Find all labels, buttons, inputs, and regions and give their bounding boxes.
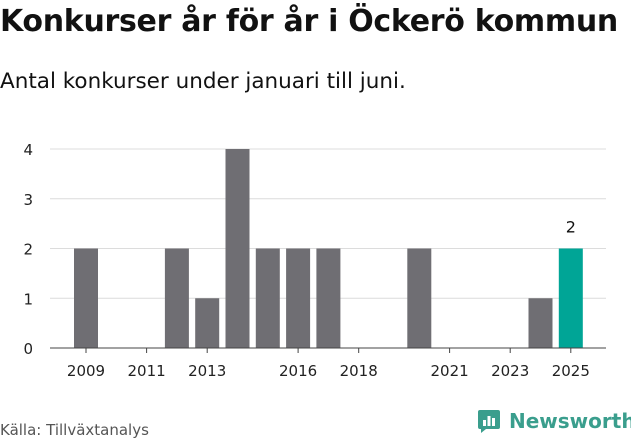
x-tick-label: 2025 bbox=[552, 362, 590, 380]
bar-2009 bbox=[74, 248, 98, 348]
bar-2012 bbox=[164, 248, 189, 348]
bar-2013 bbox=[195, 298, 220, 348]
chart-title: Konkurser år för år i Öckerö kommun bbox=[0, 4, 618, 39]
y-tick-label: 2 bbox=[23, 241, 33, 259]
x-tick-label: 2021 bbox=[431, 362, 469, 380]
bar-2025 bbox=[558, 248, 583, 348]
x-tick-label: 2009 bbox=[67, 362, 105, 380]
brand-name: Newsworthy bbox=[509, 409, 631, 433]
x-tick-label: 2018 bbox=[340, 362, 378, 380]
bar-2016 bbox=[286, 248, 311, 348]
bar-2020 bbox=[407, 248, 432, 348]
x-tick-label: 2011 bbox=[128, 362, 166, 380]
newsworthy-brand: Newsworthy bbox=[476, 408, 631, 434]
y-tick-label: 0 bbox=[23, 340, 33, 358]
x-tick-label: 2023 bbox=[491, 362, 529, 380]
bar-2015 bbox=[255, 248, 280, 348]
bar-2017 bbox=[316, 248, 341, 348]
y-tick-label: 4 bbox=[23, 141, 33, 159]
y-tick-label: 1 bbox=[23, 290, 33, 308]
bar-2014 bbox=[225, 149, 250, 348]
bar-2024 bbox=[528, 298, 553, 348]
data-label-2025: 2 bbox=[566, 218, 576, 237]
x-tick-label: 2013 bbox=[188, 362, 226, 380]
y-tick-label: 3 bbox=[23, 191, 33, 209]
newsworthy-logo-icon bbox=[478, 410, 500, 433]
x-tick-label: 2016 bbox=[279, 362, 317, 380]
source-note: Källa: Tillväxtanalys bbox=[0, 421, 149, 439]
chart-subtitle: Antal konkurser under januari till juni. bbox=[0, 69, 406, 94]
